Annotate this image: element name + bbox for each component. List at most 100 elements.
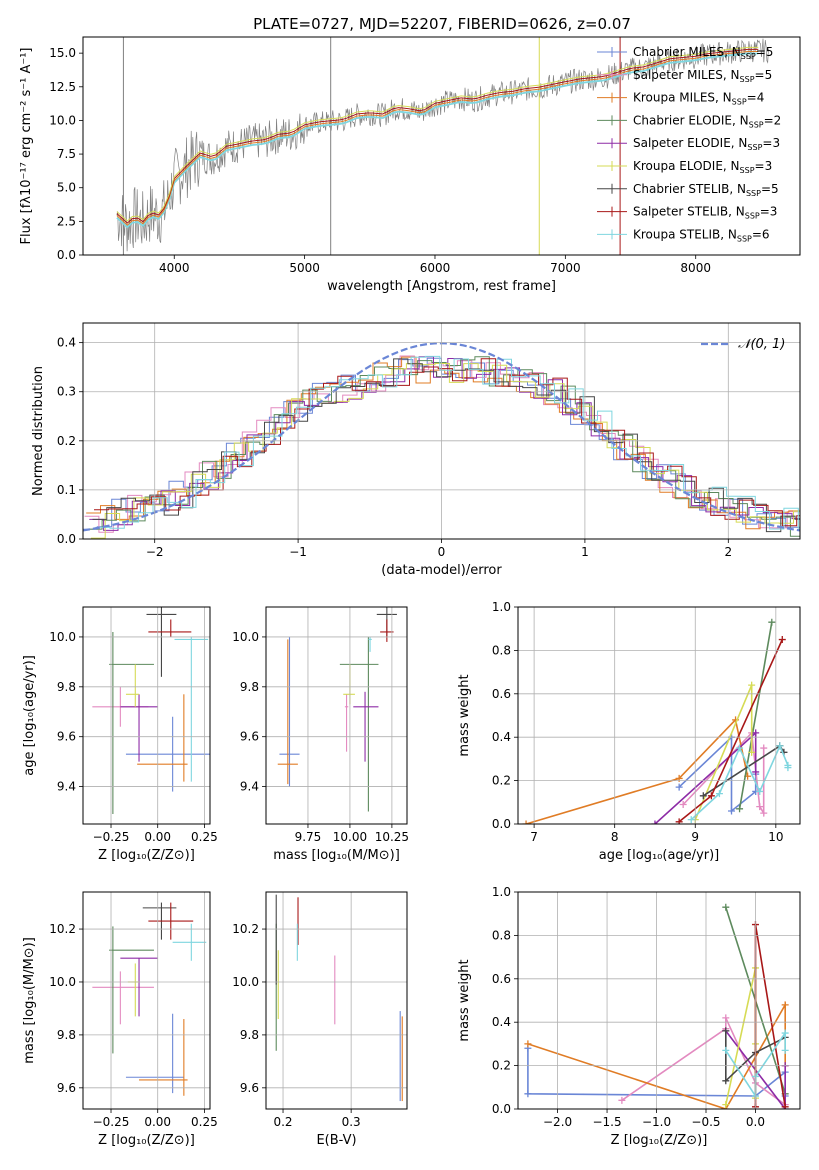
weight_vs_age-xtick-label-0: 7 [530, 830, 538, 844]
weight-point-kroupa_stelib [722, 1046, 730, 1054]
legend-text: Chabrier MILES, N [633, 45, 741, 59]
residuals-xtick-label-1: −1 [289, 545, 307, 559]
residuals-xtick-label-0: −2 [146, 545, 164, 559]
mass_vs_ebv-ytick-label-0: 9.6 [240, 1081, 259, 1095]
weight-point-chabrier_miles [524, 1090, 532, 1098]
age_vs_Z-ytick-label-2: 9.8 [57, 680, 76, 694]
weight-point-salpeter_miles [679, 800, 687, 808]
weight_vs_Z-panel: −2.0 −1.5 −1.0 −0.5 0.0 0.0 0.2 0.4 0.6 0.8 1.0 Z [… [457, 885, 801, 1148]
weight-point-kroupa_miles [522, 820, 530, 824]
errorbar-salpeter_stelib [380, 619, 394, 642]
legend-label-3: Chabrier ELODIE, NSSP=2 [633, 113, 781, 129]
errorbar-kroupa_miles [139, 1019, 188, 1096]
spectrum-xtick-label-4: 8000 [680, 261, 711, 275]
errorbar-kroupa_miles [137, 694, 188, 782]
residuals-xlabel: (data-model)/error [381, 563, 502, 578]
residuals-xtick-label-4: 2 [724, 545, 732, 559]
legend-text: Chabrier ELODIE, N [633, 113, 749, 127]
weight-line-chabrier_elodie [738, 622, 773, 809]
model-fit-salpeter_stelib [116, 48, 759, 224]
residuals-frame [82, 322, 801, 540]
residuals-ytick-label-3: 0.3 [57, 385, 76, 399]
weight_vs_Z-ylabel: mass weight [457, 959, 472, 1041]
mass_vs_Z-xtick-label-0: −0.25 [93, 1115, 130, 1129]
mass_vs_ebv-plot-area [275, 894, 403, 1102]
weight-point-kroupa_elodie [722, 1101, 730, 1109]
legend-subscript: SSP [749, 120, 764, 129]
age_vs_mass-ytick-label-0: 9.4 [240, 780, 259, 794]
mass_vs_ebv-ytick-label-1: 9.8 [240, 1028, 259, 1042]
residuals-ytick-label-2: 0.2 [57, 434, 76, 448]
spectrum-ytick-label-0: 0.0 [57, 248, 76, 262]
legend-text: Salpeter ELODIE, N [633, 136, 747, 150]
legend-label-4: Salpeter ELODIE, NSSP=3 [633, 136, 780, 152]
legend-label-2: Kroupa MILES, NSSP=4 [633, 91, 764, 107]
age_vs_mass-plot-area [277, 607, 397, 812]
spectrum-xtick-label-3: 7000 [550, 261, 581, 275]
age_vs_Z-frame [82, 606, 211, 825]
residuals-panel: −2 −1 0 1 2 0.0 0.1 0.2 0.3 0.4 (data-model)/error… [31, 322, 801, 578]
weight_vs_age-ytick-label-3: 0.6 [492, 687, 511, 701]
weight-point-chabrier_elodie [768, 618, 776, 626]
age_vs_mass-ytick-label-3: 10.0 [232, 630, 259, 644]
spectrum-ytick-label-6: 15.0 [49, 46, 76, 60]
errorbar-kroupa_elodie [125, 664, 140, 707]
histogram-chabrier_elodie [87, 356, 800, 537]
legend-tail: =5 [755, 68, 773, 82]
weight-point-kroupa_stelib [781, 1029, 789, 1037]
legend-text: Kroupa STELIB, N [633, 227, 737, 241]
weight_vs_age-ytick-label-5: 1.0 [492, 600, 511, 614]
mass_vs_Z-ytick-label-2: 10.0 [49, 975, 76, 989]
weight-line-salpeter_elodie [725, 1030, 787, 1109]
weight-point-kroupa_stelib [687, 816, 695, 824]
weight-point-chabrier_stelib [699, 792, 707, 800]
weight_vs_age-panel: 7 8 9 10 0.0 0.2 0.4 0.6 0.8 1.0 age [log₁₀(age/yr… [457, 600, 801, 863]
histogram-salpeter_stelib [94, 358, 800, 527]
model-fit-kroupa_stelib [116, 52, 759, 229]
age_vs_Z-ylabel: age [log₁₀(age/yr)] [22, 655, 37, 776]
weight_vs_age-ytick-label-2: 0.4 [492, 730, 511, 744]
weight-point-salpeter_miles [618, 1096, 626, 1104]
histogram-kroupa_miles [86, 356, 800, 530]
legend-tail: =3 [762, 136, 780, 150]
weight_vs_Z-xtick-label-3: −0.5 [691, 1115, 720, 1129]
spectrum-ytick-label-3: 7.5 [57, 147, 76, 161]
errorbar-chabrier_miles [125, 1013, 184, 1094]
weight_vs_Z-ytick-label-2: 0.4 [492, 1015, 511, 1029]
spectrum-ytick-label-5: 12.5 [49, 80, 76, 94]
spectrum-panel: 4000 5000 6000 7000 8000 0.0 2.5 5.0 7.5 10.0 12.5… [19, 36, 801, 294]
legend-tail: =3 [760, 205, 778, 219]
age_vs_mass-xtick-label-2: 10.25 [375, 830, 409, 844]
weight-point-chabrier_miles [675, 783, 683, 791]
weight-point-kroupa_stelib [784, 764, 792, 772]
weight-point-salpeter_stelib [675, 818, 683, 824]
errorbar-salpeter_elodie [120, 957, 158, 1017]
errorbar-chabrier_elodie [109, 631, 154, 815]
weight-point-chabrier_stelib [722, 1027, 730, 1035]
weight-point-kroupa_elodie [748, 748, 756, 756]
weight-point-salpeter_stelib [707, 792, 715, 800]
weight_vs_age-plot-area [522, 618, 792, 824]
mass_vs_ebv-xtick-label-1: 0.3 [342, 1115, 361, 1129]
weight_vs_Z-ytick-label-1: 0.2 [492, 1059, 511, 1073]
errorbar-salpeter_miles [344, 694, 349, 752]
weight-point-salpeter_miles [760, 809, 768, 817]
weight-point-kroupa_elodie [748, 681, 756, 689]
errorbar-kroupa_miles [277, 639, 298, 785]
errorbar-salpeter_elodie [120, 694, 158, 762]
errorbar-chabrier_elodie [339, 636, 379, 812]
errorbar-salpeter_miles [92, 971, 154, 1025]
legend-subscript: SSP [745, 212, 760, 221]
weight_vs_age-frame [517, 606, 801, 825]
errorbar-kroupa_stelib [368, 636, 372, 652]
weight_vs_age-xlabel: age [log₁₀(age/yr)] [599, 848, 720, 863]
legend-tail: =5 [761, 182, 779, 196]
legend-subscript: SSP [732, 98, 747, 107]
residuals-ytick-label-1: 0.1 [57, 483, 76, 497]
legend-text: Chabrier STELIB, N [633, 182, 746, 196]
spectrum-xlabel: wavelength [Angstrom, rest frame] [327, 279, 556, 294]
weight_vs_Z-xtick-label-1: −1.5 [592, 1115, 621, 1129]
residuals-ylabel: Normed distribution [31, 366, 46, 496]
mass_vs_Z-ytick-label-1: 9.8 [57, 1028, 76, 1042]
weight_vs_Z-frame [517, 891, 801, 1110]
